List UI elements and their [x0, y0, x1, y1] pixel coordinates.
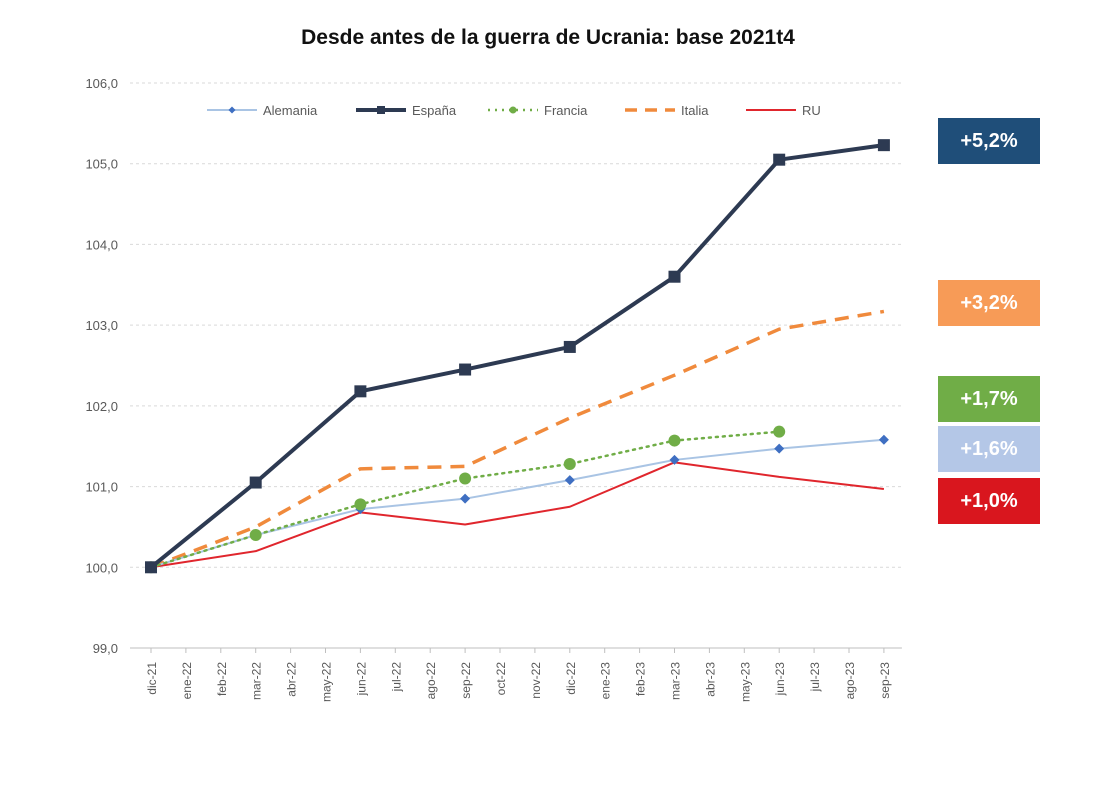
annotation-badge-ru: +1,0% — [938, 478, 1040, 524]
series-ru — [150, 461, 885, 569]
x-tick-label: mar-23 — [669, 662, 683, 700]
data-point-espana — [459, 363, 472, 376]
x-tick-label: may-22 — [320, 662, 334, 702]
x-tick-label: jul-23 — [808, 662, 822, 693]
x-tick-label: mar-22 — [250, 662, 264, 700]
y-tick-label: 106,0 — [85, 76, 118, 91]
data-point-espana — [563, 340, 576, 353]
data-point-espana — [249, 476, 262, 489]
legend-entry-espana: España — [356, 103, 457, 118]
x-tick-label: oct-22 — [494, 662, 508, 696]
y-tick-label: 99,0 — [93, 641, 118, 656]
annotation-badge-francia: +1,7% — [938, 376, 1040, 422]
x-tick-label: feb-23 — [634, 662, 648, 696]
data-point-francia — [668, 434, 681, 447]
annotation-badge-italia: +3,2% — [938, 280, 1040, 326]
series-line-espana — [149, 143, 885, 569]
y-tick-label: 101,0 — [85, 480, 118, 495]
x-tick-label: abr-22 — [285, 662, 299, 697]
legend-label-francia: Francia — [544, 103, 588, 118]
data-point-francia — [459, 472, 472, 485]
legend-label-ru: RU — [802, 103, 821, 118]
data-point-espana — [145, 561, 157, 574]
x-tick-label: sep-22 — [459, 662, 473, 699]
legend-label-espana: España — [412, 103, 457, 118]
y-tick-label: 102,0 — [85, 399, 118, 414]
x-tick-label: ene-22 — [180, 662, 194, 700]
legend-label-italia: Italia — [681, 103, 709, 118]
legend-marker-espana — [377, 106, 385, 114]
x-tick-label: ene-23 — [599, 662, 613, 700]
x-tick-label: sep-23 — [878, 662, 892, 699]
annotation-badge-espana: +5,2% — [938, 118, 1040, 164]
y-tick-label: 105,0 — [85, 157, 118, 172]
legend-entry-italia: Italia — [625, 103, 709, 118]
gridlines — [130, 82, 902, 568]
axes: 99,0 100,0 101,0 102,0 103,0 104,0 105,0 106,0 d… — [85, 76, 902, 702]
chart-title: Desde antes de la guerra de Ucrania: bas… — [301, 26, 795, 49]
data-point-francia — [563, 457, 576, 470]
data-point-alemania — [774, 443, 785, 454]
x-tick-label: dic-22 — [564, 662, 578, 695]
series-line-ru — [150, 461, 885, 569]
data-point-francia — [354, 498, 367, 511]
legend-entry-alemania: Alemania — [207, 103, 318, 118]
annotation-badge-alemania: +1,6% — [938, 426, 1040, 472]
data-point-espana — [773, 153, 786, 166]
legend-entry-ru: RU — [746, 103, 821, 118]
data-point-alemania — [669, 454, 680, 465]
series-espana — [145, 139, 890, 574]
x-tick-label: jun-22 — [354, 662, 368, 697]
x-tick-label: nov-22 — [529, 662, 543, 699]
data-point-alemania — [460, 493, 471, 504]
series-alemania — [146, 434, 889, 573]
y-tick-label: 100,0 — [85, 560, 118, 575]
x-tick-label: feb-22 — [215, 662, 229, 696]
data-point-espana — [668, 270, 681, 283]
data-point-alemania — [564, 475, 575, 486]
x-tick-label: jun-23 — [773, 662, 787, 697]
x-tick-label: jul-22 — [389, 662, 403, 693]
data-point-alemania — [878, 434, 889, 445]
x-tick-label: may-23 — [738, 662, 752, 702]
data-point-espana — [354, 385, 367, 398]
series-lines — [145, 139, 890, 574]
data-point-francia — [773, 425, 786, 438]
x-tick-label: abr-23 — [703, 662, 717, 697]
legend-marker-francia — [509, 106, 517, 114]
series-italia — [150, 309, 885, 569]
series-line-italia — [150, 309, 885, 569]
y-tick-label: 104,0 — [85, 237, 118, 252]
x-tick-label: ago-22 — [424, 662, 438, 700]
y-tick-label: 103,0 — [85, 318, 118, 333]
x-tick-label: dic-21 — [145, 662, 159, 695]
data-point-francia — [249, 529, 262, 541]
x-tick-label: ago-23 — [843, 662, 857, 700]
legend: Alemania España Francia Italia RU — [207, 103, 821, 118]
legend-label-alemania: Alemania — [263, 103, 318, 118]
legend-entry-francia: Francia — [488, 103, 588, 118]
legend-marker-alemania — [228, 106, 236, 114]
data-point-espana — [877, 139, 890, 152]
